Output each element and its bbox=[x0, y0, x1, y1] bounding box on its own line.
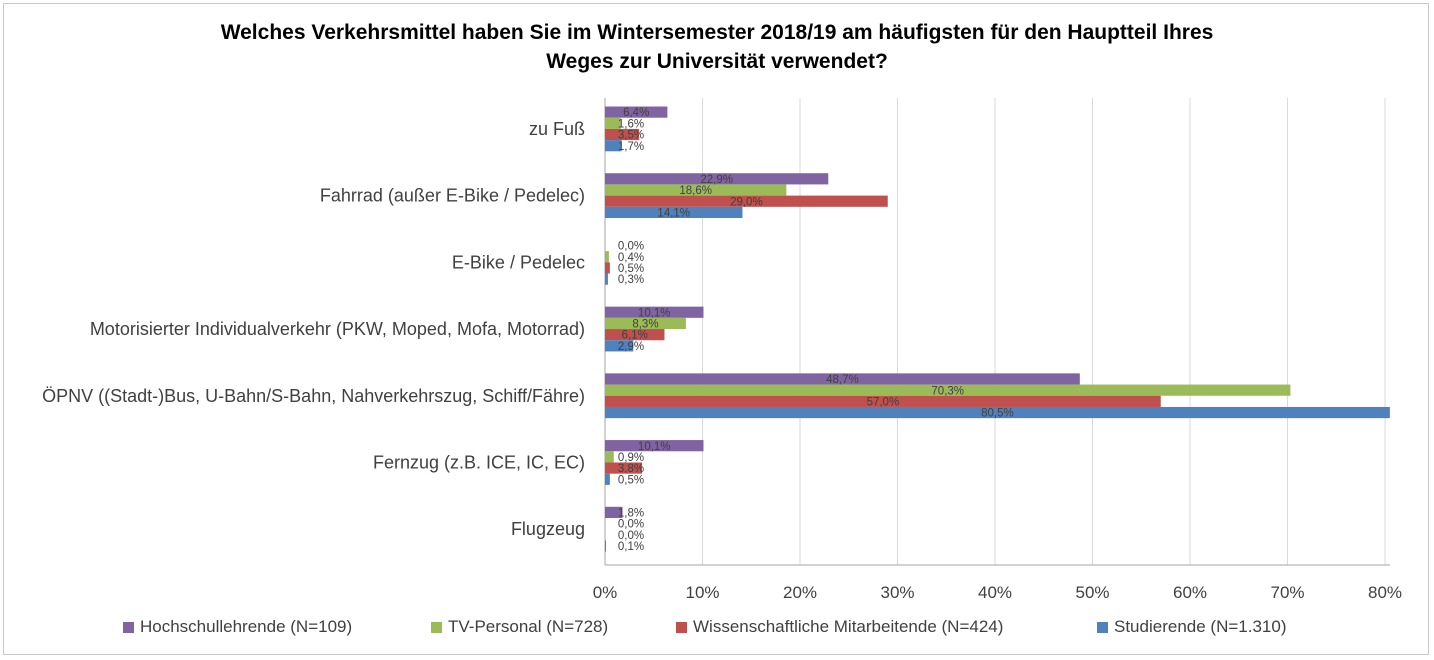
data-label: 10,1% bbox=[638, 441, 671, 453]
legend-swatch bbox=[123, 621, 134, 633]
bar bbox=[605, 340, 634, 352]
x-tick-label: 10% bbox=[685, 583, 719, 602]
legend-label: TV-Personal (N=728) bbox=[448, 617, 609, 636]
data-label: 57,0% bbox=[867, 396, 900, 408]
x-tick-label: 40% bbox=[978, 583, 1012, 602]
data-label: 0,3% bbox=[618, 274, 644, 286]
legend-swatch bbox=[1097, 621, 1108, 633]
category-label: E-Bike / Pedelec bbox=[452, 252, 585, 272]
chart-legend: Hochschullehrende (N=109) TV-Personal (N=… bbox=[0, 617, 1434, 641]
data-label: 6,4% bbox=[623, 107, 649, 119]
bar bbox=[605, 451, 614, 463]
data-label: 3,5% bbox=[618, 130, 644, 142]
data-label: 1,7% bbox=[618, 141, 644, 153]
bar bbox=[605, 306, 704, 318]
x-tick-label: 70% bbox=[1270, 583, 1304, 602]
bar bbox=[605, 462, 643, 474]
category-label: zu Fuß bbox=[529, 119, 585, 139]
x-tick-label: 60% bbox=[1173, 583, 1207, 602]
data-label: 0,0% bbox=[618, 530, 644, 542]
bar bbox=[605, 473, 610, 485]
data-label: 6,1% bbox=[622, 330, 648, 342]
chart-title: Welches Verkehrsmittel haben Sie im Wint… bbox=[0, 18, 1434, 76]
x-tick-label: 20% bbox=[783, 583, 817, 602]
category-label: ÖPNV ((Stadt-)Bus, U-Bahn/S-Bahn, Nahver… bbox=[42, 386, 585, 406]
bar bbox=[605, 440, 704, 452]
x-tick-label: 50% bbox=[1075, 583, 1109, 602]
data-label: 0,5% bbox=[618, 474, 644, 486]
bar bbox=[605, 506, 623, 518]
bar bbox=[605, 184, 787, 196]
legend-label: Hochschullehrende (N=109) bbox=[140, 617, 353, 636]
bar bbox=[605, 251, 609, 263]
x-tick-label: 30% bbox=[880, 583, 914, 602]
bar bbox=[605, 262, 610, 274]
data-label: 3,8% bbox=[618, 463, 644, 475]
legend-item: Studierende (N=1.310) bbox=[1097, 617, 1286, 637]
category-label: Motorisierter Individualverkehr (PKW, Mo… bbox=[90, 319, 585, 339]
category-label: Flugzeug bbox=[511, 519, 585, 539]
data-label: 8,3% bbox=[632, 319, 658, 331]
x-tick-label: 0% bbox=[593, 583, 618, 602]
bar bbox=[605, 373, 1080, 385]
x-tick-label: 80% bbox=[1368, 583, 1402, 602]
data-label: 29,0% bbox=[730, 196, 763, 208]
bar bbox=[605, 106, 668, 118]
chart-title-line-2: Weges zur Universität verwendet? bbox=[546, 50, 888, 73]
data-label: 0,0% bbox=[618, 519, 644, 531]
bar bbox=[605, 140, 622, 152]
data-label: 0,4% bbox=[618, 252, 644, 264]
bar bbox=[605, 329, 665, 341]
data-label: 0,9% bbox=[618, 452, 644, 464]
bar bbox=[605, 395, 1161, 407]
data-label: 0,1% bbox=[618, 541, 644, 553]
data-label: 48,7% bbox=[826, 374, 859, 386]
data-label: 80,5% bbox=[981, 408, 1014, 420]
legend-item: TV-Personal (N=728) bbox=[431, 617, 608, 637]
data-label: 0,0% bbox=[618, 241, 644, 253]
data-label: 10,1% bbox=[638, 307, 671, 319]
data-label: 1,6% bbox=[618, 118, 644, 130]
bar bbox=[605, 128, 640, 141]
category-label: Fernzug (z.B. ICE, IC, EC) bbox=[373, 452, 585, 472]
data-label: 1,8% bbox=[618, 507, 644, 519]
bar bbox=[605, 540, 606, 552]
bar bbox=[605, 173, 829, 185]
data-label: 22,9% bbox=[700, 174, 733, 186]
bar bbox=[605, 273, 608, 285]
legend-label: Studierende (N=1.310) bbox=[1114, 617, 1287, 636]
legend-swatch bbox=[431, 621, 442, 633]
legend-swatch bbox=[676, 621, 687, 633]
data-label: 0,5% bbox=[618, 263, 644, 275]
bar bbox=[605, 317, 686, 330]
bar bbox=[605, 206, 743, 219]
data-label: 2,9% bbox=[618, 341, 644, 353]
chart-title-line-1: Welches Verkehrsmittel haben Sie im Wint… bbox=[220, 21, 1214, 44]
legend-item: Wissenschaftliche Mitarbeitende (N=424) bbox=[676, 617, 1003, 637]
legend-item: Hochschullehrende (N=109) bbox=[123, 617, 352, 637]
chart-frame bbox=[3, 3, 1429, 655]
legend-label: Wissenschaftliche Mitarbeitende (N=424) bbox=[693, 617, 1004, 636]
category-label: Fahrrad (außer E-Bike / Pedelec) bbox=[320, 186, 585, 206]
data-label: 18,6% bbox=[679, 185, 712, 197]
bar bbox=[605, 195, 888, 207]
data-label: 14,1% bbox=[657, 208, 690, 220]
data-label: 70,3% bbox=[931, 385, 964, 397]
bar bbox=[605, 117, 621, 129]
bar bbox=[605, 406, 1390, 419]
bar bbox=[605, 384, 1291, 396]
